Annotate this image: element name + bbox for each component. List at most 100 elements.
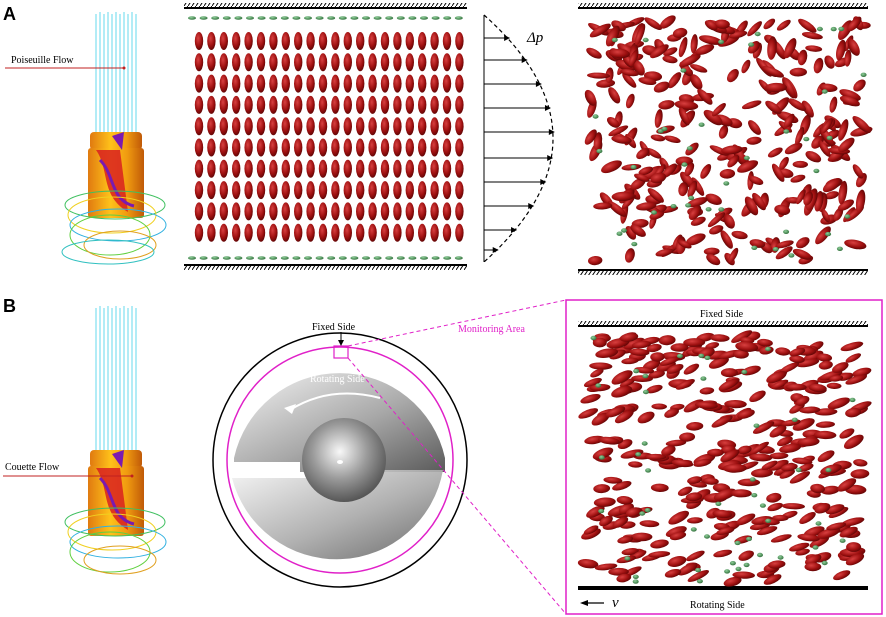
rbc-cell — [620, 68, 639, 77]
platelet — [743, 155, 750, 161]
rbc-cell — [789, 67, 807, 77]
rbc-cell — [805, 45, 823, 52]
rbc-cell — [629, 348, 650, 356]
platelet — [704, 355, 711, 360]
rbc-cell — [380, 181, 390, 200]
rbc-cell — [592, 337, 607, 348]
fixed-side-arrowhead — [338, 340, 344, 346]
rbc-cell — [207, 202, 216, 221]
platelet — [595, 383, 602, 388]
rbc-cell — [651, 403, 667, 410]
platelet — [860, 72, 867, 78]
rbc-cell — [631, 532, 653, 542]
rbc-cell — [442, 138, 452, 157]
rbc-cell — [368, 223, 377, 242]
rbc-cell — [294, 95, 303, 114]
rbc-cell — [232, 117, 241, 136]
rbc-cell — [418, 74, 427, 93]
rbc-cell — [256, 223, 266, 242]
velocity-arrowhead — [535, 81, 542, 87]
rbc-cell — [580, 394, 601, 404]
channel-a-ordered — [184, 3, 467, 270]
rbc-cell — [608, 87, 621, 104]
rbc-cell — [455, 159, 464, 178]
rbc-cell — [679, 54, 701, 68]
rbc-cell — [343, 95, 352, 114]
rbc-cell — [219, 223, 228, 242]
platelet — [688, 195, 695, 201]
rbc-cell — [306, 223, 315, 242]
rbc-cell — [832, 362, 849, 373]
platelet — [681, 162, 688, 167]
velocity-label: v — [612, 595, 619, 611]
platelet — [188, 16, 196, 20]
rbc-cell — [207, 223, 216, 242]
rbc-cell — [356, 74, 365, 93]
rbc-cell — [634, 173, 650, 182]
rbc-cell — [803, 191, 813, 206]
platelet — [830, 26, 837, 32]
velocity-arrowhead — [547, 155, 554, 161]
platelet — [590, 335, 597, 341]
rbc-cell — [244, 53, 253, 72]
platelet — [772, 247, 779, 252]
platelet — [783, 129, 790, 134]
platelet — [630, 164, 637, 170]
platelet — [641, 441, 648, 446]
rbc-cell — [659, 356, 681, 366]
rbc-cell — [852, 116, 871, 133]
rbc-cell — [442, 53, 452, 72]
rbc-cell — [638, 166, 654, 176]
rbc-cell — [690, 216, 706, 226]
rbc-cell — [684, 162, 695, 177]
platelet — [443, 16, 452, 20]
platelet — [777, 555, 784, 560]
rbc-cell — [620, 449, 644, 459]
rbc-cell — [853, 79, 866, 92]
rbc-cell — [393, 117, 402, 136]
platelet — [695, 567, 702, 573]
rbc-cell — [343, 53, 352, 72]
rbc-cell — [840, 341, 864, 352]
rbc-cell — [845, 353, 862, 363]
rbc-cell — [749, 441, 769, 455]
platelet — [642, 37, 649, 43]
device-a-illustration — [61, 12, 167, 265]
rbc-cell — [838, 137, 855, 153]
rbc-cell — [356, 117, 365, 136]
rbc-cell — [665, 526, 687, 538]
platelet — [838, 26, 845, 32]
rbc-cell — [730, 489, 752, 498]
rbc-cell — [767, 147, 783, 158]
rbc-cell — [442, 74, 452, 93]
rbc-cell — [619, 378, 636, 388]
rbc-cell — [244, 32, 253, 50]
rbc-cell — [430, 202, 439, 221]
rbc-cell — [595, 348, 619, 358]
box-rotating-side-label: Rotating Side — [690, 600, 745, 611]
rbc-cell — [693, 458, 712, 467]
rbc-cell — [418, 95, 427, 114]
rbc-cell — [442, 95, 452, 114]
platelet — [631, 241, 638, 247]
rbc-cell — [616, 496, 634, 505]
platelet — [644, 508, 651, 513]
rbc-cell — [207, 74, 216, 93]
rbc-cell — [839, 526, 858, 538]
rbc-cell — [219, 117, 228, 136]
rbc-cell — [650, 539, 669, 549]
rbc-cell — [770, 534, 792, 543]
pointer-dot-b — [130, 474, 134, 478]
rbc-cell — [606, 116, 620, 128]
rbc-cell — [256, 53, 266, 72]
rbc-cell — [826, 382, 842, 390]
rbc-cell — [801, 32, 823, 40]
platelet — [751, 493, 758, 498]
rbc-cell — [797, 463, 814, 472]
rbc-cell — [430, 223, 439, 242]
rbc-cell — [756, 526, 778, 536]
rbc-cell — [244, 223, 253, 242]
rbc-cell — [232, 53, 241, 72]
rbc-cell — [616, 573, 632, 583]
